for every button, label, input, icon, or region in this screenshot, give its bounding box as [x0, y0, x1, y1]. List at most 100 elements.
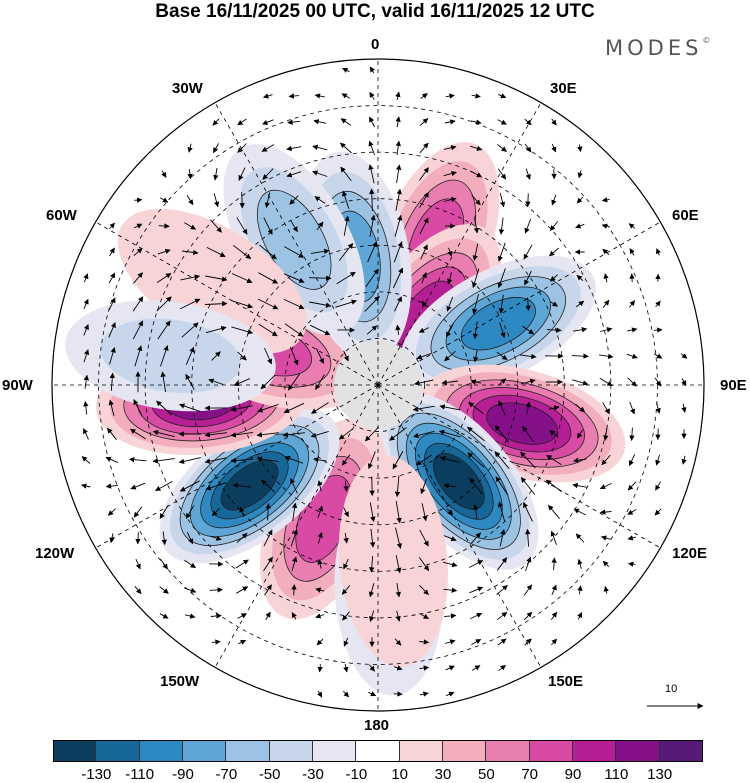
lon-label-180: 180 — [364, 717, 390, 734]
wind-arrow — [497, 144, 507, 152]
wind-arrow — [496, 611, 508, 621]
wind-arrow — [265, 611, 271, 621]
wind-arrow — [342, 190, 350, 209]
wind-arrow — [284, 455, 304, 464]
meridian-line — [214, 102, 379, 386]
wind-arrow — [212, 118, 220, 126]
modes-logo: MODES© — [605, 36, 710, 60]
wind-arrow — [235, 559, 249, 569]
lon-label-90e: 90E — [720, 377, 747, 394]
meridian-line — [377, 221, 661, 386]
wind-arrow — [83, 400, 89, 415]
wind-arrow — [395, 140, 401, 155]
wind-arrow — [577, 170, 583, 179]
wind-arrow — [497, 242, 506, 262]
wind-arrow — [258, 272, 279, 284]
wind-arrow — [342, 611, 350, 621]
wind-arrow — [367, 451, 376, 470]
wind-arrow — [551, 143, 557, 153]
wind-arrow — [571, 353, 589, 359]
wind-arrow — [83, 428, 89, 440]
wind-vectors — [81, 66, 688, 698]
wind-arrow — [395, 501, 402, 524]
wind-arrow — [261, 479, 275, 493]
wind-arrow — [369, 502, 376, 523]
wind-arrow — [315, 374, 325, 390]
wind-arrow — [343, 480, 349, 492]
wind-arrow — [369, 528, 376, 548]
wind-arrow — [627, 535, 637, 541]
wind-arrow — [525, 556, 532, 572]
wind-arrow — [343, 507, 349, 518]
wind-arrow — [573, 326, 588, 333]
wind-arrow — [525, 168, 531, 180]
wind-arrow — [498, 378, 507, 386]
wind-arrow — [629, 401, 636, 415]
wind-arrow — [132, 320, 144, 340]
wind-arrow — [576, 300, 585, 308]
wind-arrow — [420, 93, 428, 99]
wind-arrow — [208, 378, 224, 385]
wind-arrow — [497, 638, 507, 646]
wind-arrow — [548, 405, 560, 411]
wind-arrow — [232, 482, 252, 489]
wind-arrow — [290, 220, 298, 233]
wind-arrow — [286, 145, 302, 152]
wind-arrow — [419, 691, 429, 697]
anomaly-contour — [117, 208, 307, 354]
wind-arrow — [577, 144, 583, 153]
wind-arrow — [600, 327, 613, 333]
wind-arrow — [551, 194, 557, 206]
lon-label-150e: 150E — [548, 673, 584, 690]
wind-arrow — [599, 377, 613, 387]
wind-arrow — [210, 613, 222, 619]
wind-arrow — [231, 300, 254, 309]
wind-arrow — [546, 455, 562, 465]
wind-arrow — [263, 556, 273, 572]
wind-arrow — [576, 196, 584, 204]
wind-arrow — [415, 454, 432, 466]
wind-arrow — [343, 532, 349, 544]
wind-arrow — [185, 373, 195, 390]
wind-arrow — [232, 244, 252, 260]
colorbar-box — [529, 740, 573, 762]
wind-arrow — [499, 192, 506, 208]
wind-arrow — [310, 430, 329, 438]
wind-arrow — [130, 482, 146, 490]
wind-arrow — [159, 586, 169, 594]
wind-arrow — [497, 268, 506, 289]
wind-arrow — [525, 193, 531, 208]
wind-arrow — [419, 665, 430, 671]
wind-arrow — [446, 508, 454, 516]
wind-arrow — [654, 377, 662, 387]
wind-arrow — [550, 530, 557, 545]
wind-arrow — [338, 242, 354, 261]
wind-arrow — [601, 223, 611, 229]
wind-arrow — [444, 350, 456, 362]
wind-arrow — [447, 247, 453, 257]
wind-arrow — [655, 300, 661, 308]
wind-arrow — [160, 345, 169, 367]
wind-arrow — [315, 613, 325, 619]
wind-arrow — [471, 665, 481, 671]
wind-arrow — [572, 457, 587, 463]
wind-arrow — [287, 119, 301, 125]
wind-arrow — [128, 456, 147, 463]
wind-arrow — [233, 378, 251, 386]
wind-arrow — [653, 353, 663, 359]
lon-label-60w: 60W — [46, 207, 77, 224]
wind-arrow — [256, 456, 279, 463]
wind-arrow — [418, 327, 430, 333]
wind-arrow — [152, 429, 175, 438]
map-boundary — [51, 58, 705, 712]
wind-arrow — [576, 274, 584, 282]
wind-arrow — [341, 93, 351, 99]
wind-arrow — [156, 400, 172, 416]
wind-arrow — [155, 481, 173, 491]
colorbar-tick-label: 110 — [604, 766, 629, 783]
wind-arrow — [524, 638, 532, 646]
wind-arrow — [310, 248, 330, 255]
wind-arrow — [443, 145, 457, 151]
wind-arrow — [496, 557, 508, 571]
wind-arrow — [184, 222, 197, 230]
